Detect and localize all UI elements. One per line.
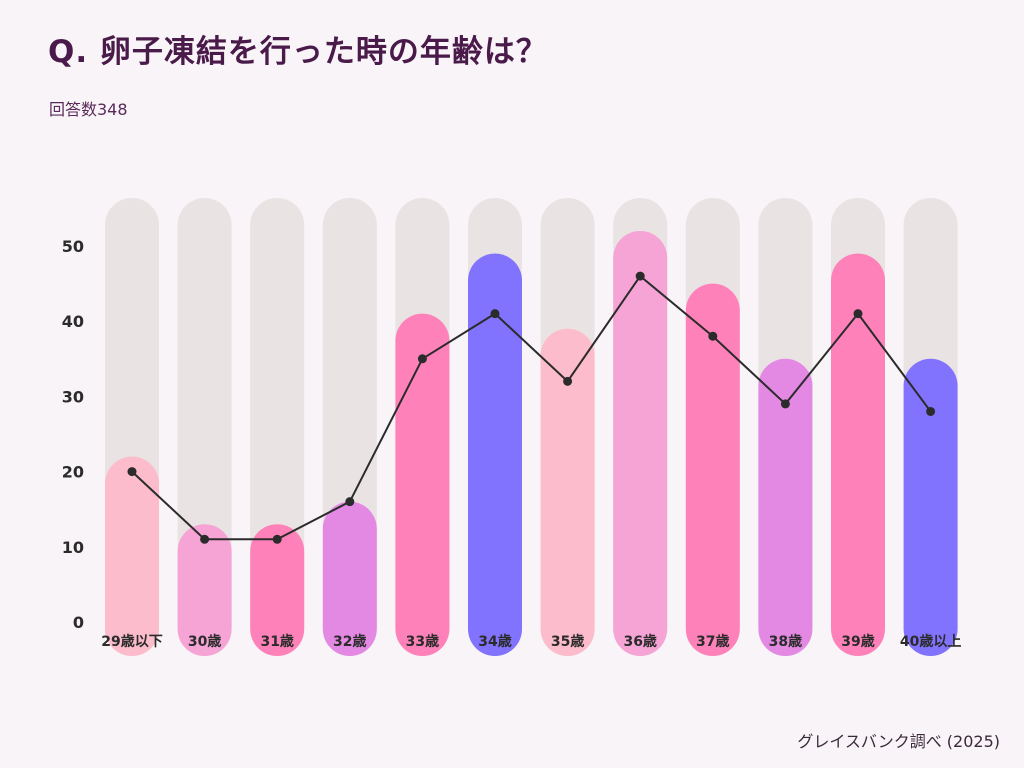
line-point [926, 406, 936, 416]
bar [613, 230, 668, 656]
y-tick-label: 10 [62, 538, 84, 557]
bar [322, 501, 377, 656]
bar [758, 358, 813, 656]
y-tick-label: 40 [62, 312, 84, 331]
line-point [490, 309, 500, 319]
line-point [635, 271, 645, 281]
bar [685, 283, 740, 656]
x-tick-label: 30歳 [188, 633, 221, 650]
bar [250, 524, 305, 656]
page-title: Q. 卵子凍結を行った時の年齢は？ [48, 34, 548, 70]
x-tick-label: 40歳以上 [900, 633, 961, 650]
line-point [272, 534, 282, 544]
bar [903, 358, 958, 656]
line-point [200, 534, 210, 544]
x-tick-label: 37歳 [696, 633, 729, 650]
response-count: 回答数348 [49, 100, 128, 119]
x-tick-label: 35歳 [551, 633, 584, 650]
source-note: グレイスバンク調べ (2025) [797, 732, 1000, 751]
y-tick-label: 50 [62, 237, 84, 256]
x-tick-label: 29歳以下 [101, 633, 162, 650]
x-tick-label: 38歳 [769, 633, 802, 650]
x-tick-label: 36歳 [623, 633, 656, 650]
line-point [127, 467, 137, 477]
line-point [853, 309, 863, 319]
line-point [345, 497, 355, 507]
x-tick-label: 34歳 [478, 633, 511, 650]
line-point [708, 331, 718, 341]
x-tick-label: 39歳 [841, 633, 874, 650]
line-point [780, 399, 790, 409]
x-tick-label: 31歳 [260, 633, 293, 650]
bar [468, 253, 522, 656]
line-point [563, 376, 573, 386]
y-tick-label: 0 [73, 613, 84, 632]
bar [540, 328, 595, 656]
y-tick-label: 20 [62, 463, 84, 482]
x-tick-label: 32歳 [333, 633, 366, 650]
bar [395, 313, 450, 656]
y-tick-label: 30 [62, 387, 84, 406]
trend-line [131, 274, 932, 541]
bar [105, 456, 159, 656]
bar [831, 253, 885, 656]
line-point [417, 354, 427, 364]
x-tick-label: 33歳 [406, 633, 439, 650]
bar [177, 524, 232, 656]
